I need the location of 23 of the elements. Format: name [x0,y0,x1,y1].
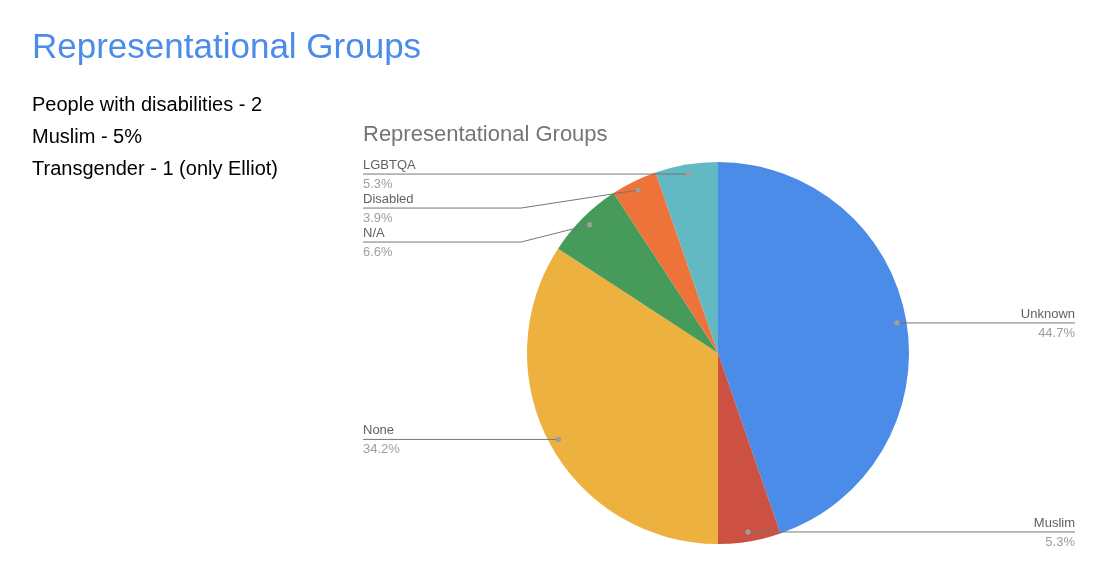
pie-slice [718,353,781,544]
chart-subtitle: Representational Groups [363,121,608,146]
text: Muslim - 5% [32,125,143,147]
slice-label: Disabled [363,191,414,207]
pie-slice [613,172,718,353]
slice-label: Unknown [1020,305,1075,321]
data-label: 3.9% [363,210,394,226]
data-label: 5.3% [1045,533,1076,549]
slice-label: LGBTQA [363,157,417,173]
data-label: 44.7% [1038,324,1076,340]
pie-slice [558,193,718,353]
data-label: 34.2% [363,441,401,457]
pie-slice [527,248,718,544]
text: Transgender - 1 (only Elliot) [32,157,279,179]
text: People with disabilities - 2 [32,93,263,115]
pie-slice [718,162,909,534]
slice-label: Muslim [1033,514,1075,530]
chart-title: Representational Groups [32,26,422,65]
data-label: 6.6% [363,244,394,260]
data-label: 5.3% [363,176,394,192]
slice-label: N/A [363,225,385,241]
slice-label: None [363,422,395,438]
pie-slice [655,162,718,353]
